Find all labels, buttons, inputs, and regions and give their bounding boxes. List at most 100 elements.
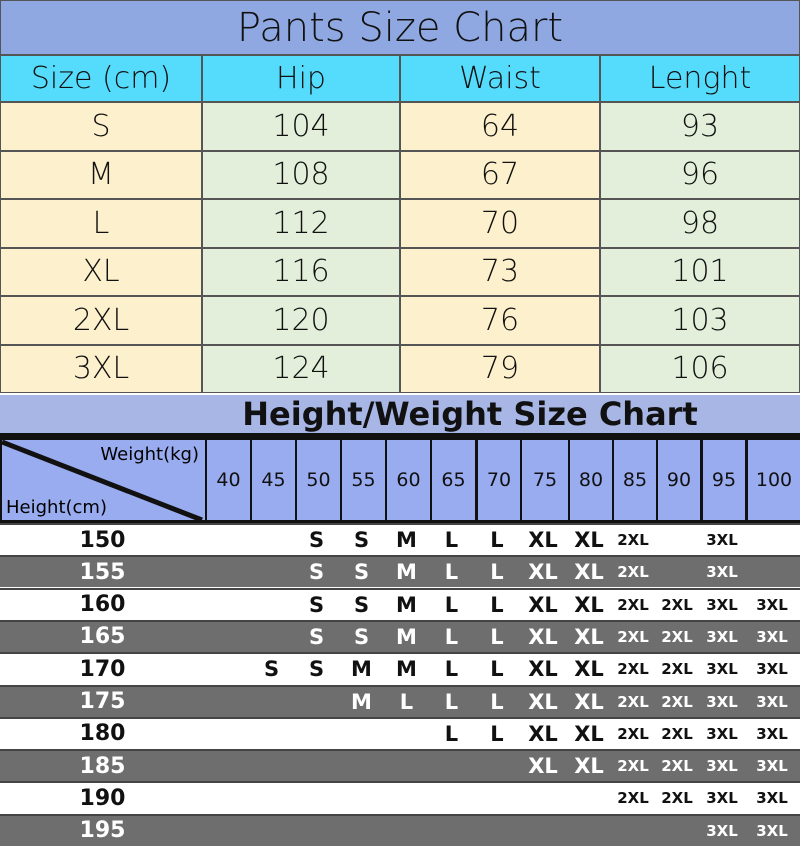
weight-column-header: 100 [748,440,800,520]
size-cell: L [399,689,414,714]
column-header: Waist [400,55,600,102]
size-cell: L [444,657,459,682]
weight-column-header: 70 [478,440,520,520]
height-weight-chart-title: Height/Weight Size Chart [0,395,800,433]
size-cell: 3XL [706,595,738,614]
weight-column-header: 40 [207,440,250,520]
size-cell: M [351,657,372,682]
size-cell: 2XL [617,660,649,679]
size-cell: 3XL [756,757,788,776]
height-cell: 160 [79,592,126,618]
size-cell: 3XL [706,627,738,646]
size-cell: XL [574,528,604,552]
size-cell: XL [574,754,604,779]
measurement-cell: 79 [400,344,600,393]
table-row: 190 2XL 2XL 3XL 3XL [0,781,800,814]
size-cell: 2XL [617,789,649,808]
size-cell: M [351,689,372,714]
measurement-cell: 98 [600,199,800,248]
size-cell: 3XL [706,724,738,743]
height-axis-label: Height(cm) [6,497,107,518]
size-cell: XL [574,624,604,649]
measurement-cell: 76 [400,296,600,345]
table-row: 155 S S M L L XL XL 2XL 3XL [0,555,800,588]
size-cell: S [353,624,370,649]
table-row: 165 S S M L L XL XL 2XL 2XL 3XL 3XL [0,619,800,652]
column-header: Hip [202,55,400,102]
size-cell: 3XL [706,531,738,549]
table-row: 150 S S M L L XL XL 2XL 3XL [0,523,800,555]
size-cell: L [490,560,504,585]
measurement-cell: 124 [202,344,400,393]
size-cell: XL [574,689,604,714]
size-cell: XL [528,754,558,779]
size-cell: 2XL [617,531,649,549]
size-cell: L [0,199,202,248]
size-cell: S [308,657,325,682]
size-cell: XL [528,657,558,682]
size-cell: 2XL [661,692,693,711]
size-cell: 2XL [617,595,649,614]
height-cell: 185 [79,753,126,779]
size-cell: M [396,560,417,585]
weight-column-header: 45 [252,440,295,520]
measurement-cell: 103 [600,296,800,345]
size-cell: 3XL [706,757,738,776]
measurement-cell: 108 [202,150,400,199]
size-cell: 3XL [756,660,788,679]
size-cell: S [308,592,325,617]
size-cell: 2XL [661,627,693,646]
height-cell: 180 [79,721,126,747]
size-cell: S [263,657,280,682]
size-cell: XL [574,560,604,585]
size-cell: 2XL [661,757,693,776]
weight-column-header: 50 [297,440,340,520]
size-cell: XL [528,721,558,746]
size-cell: XL [528,624,558,649]
pants-chart-title: Pants Size Chart [0,0,800,55]
height-cell: 195 [79,818,126,844]
weight-column-header: 55 [342,440,385,520]
weight-column-header: 80 [570,440,612,520]
size-cell: 3XL [706,563,738,582]
size-cell: L [490,624,504,649]
measurement-cell: 101 [600,247,800,296]
size-cell: L [490,657,504,682]
measurement-cell: 73 [400,247,600,296]
size-cell: 2XL [0,296,202,345]
height-cell: 150 [79,527,126,553]
column-header: Lenght [600,55,800,102]
measurement-cell: 120 [202,296,400,345]
size-cell: L [444,721,459,746]
size-cell: 3XL [0,344,202,393]
size-cell: 3XL [756,692,788,711]
size-cell: 3XL [706,821,738,840]
height-cell: 175 [79,689,126,714]
size-cell: S [353,592,370,617]
size-cell: L [444,689,459,714]
measurement-cell: 64 [400,102,600,151]
size-cell: 2XL [661,789,693,808]
size-cell: 2XL [661,595,693,614]
size-cell: 2XL [661,660,693,679]
weight-column-header: 60 [387,440,430,520]
size-cell: L [444,624,459,649]
size-cell: L [490,528,504,552]
table-row: 180 L L XL XL 2XL 2XL 3XL 3XL [0,716,800,749]
size-cell: XL [528,560,558,585]
weight-column-header: 90 [658,440,700,520]
size-cell: M [0,150,202,199]
size-cell: XL [528,528,558,552]
measurement-cell: 96 [600,150,800,199]
height-cell: 155 [79,559,126,585]
table-row: 170 S S M M L L XL XL 2XL 2XL 3XL 3XL [0,652,800,685]
table-row: 175 M L L L XL XL 2XL 2XL 3XL 3XL [0,684,800,717]
size-cell: 3XL [756,789,788,808]
size-cell: L [490,721,504,746]
size-cell: XL [0,247,202,296]
measurement-cell: 112 [202,199,400,248]
size-cell: L [490,689,504,714]
size-cell: M [396,592,417,617]
column-header: Size (cm) [0,55,202,102]
measurement-cell: 104 [202,102,400,151]
